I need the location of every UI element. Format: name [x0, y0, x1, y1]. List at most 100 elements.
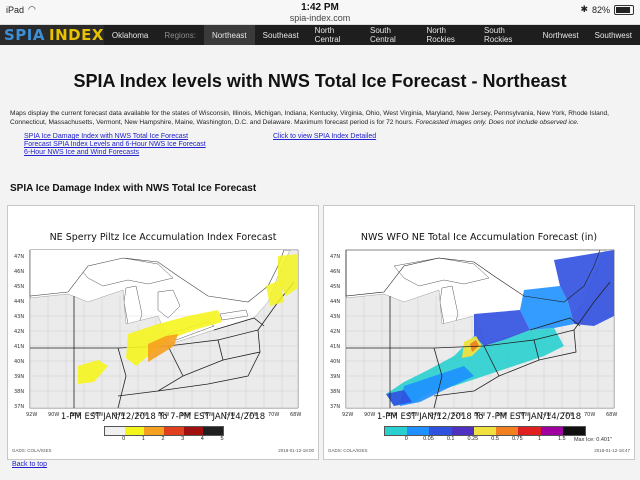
nav-item-southwest[interactable]: Southwest: [594, 30, 632, 40]
legend-label: 0.25: [467, 436, 479, 442]
latitude-label: 40N: [14, 359, 24, 365]
nav-item-northwest[interactable]: Northwest: [542, 30, 579, 40]
latitude-label: 43N: [14, 314, 24, 320]
ios-status-bar: iPad ◠ 1:42 PM spia-index.com ✱ 82%: [0, 0, 640, 25]
longitude-label: 92W: [342, 412, 353, 418]
legend-swatch: [562, 427, 585, 435]
latitude-label: 37N: [330, 404, 340, 410]
legend-swatch: [407, 427, 430, 435]
latitude-label: 40N: [330, 359, 340, 365]
status-left: iPad ◠: [6, 4, 36, 15]
legend-swatch: [540, 427, 563, 435]
longitude-label: 76W: [518, 412, 529, 418]
legend-swatch: [124, 427, 145, 435]
link-nws-ice-wind[interactable]: 6-Hour NWS Ice and Wind Forecasts: [24, 149, 140, 156]
longitude-label: 82W: [452, 412, 463, 418]
latitude-label: 45N: [330, 284, 340, 290]
battery-percent: 82%: [591, 4, 610, 15]
legend-swatch: [518, 427, 541, 435]
map-credit: GADS: COLA/IGES: [12, 448, 52, 453]
latitude-label: 44N: [14, 299, 24, 305]
link-spia-damage-index[interactable]: SPIA Ice Damage Index with NWS Total Ice…: [24, 133, 189, 140]
latitude-label: 41N: [14, 344, 24, 350]
wifi-icon: ◠: [28, 4, 36, 14]
longitude-label: 88W: [386, 412, 397, 418]
legend-label: 0: [404, 436, 408, 442]
longitude-label: 90W: [48, 412, 59, 418]
legend-swatch: [163, 427, 184, 435]
longitude-label: 80W: [474, 412, 485, 418]
nav-item-south-central[interactable]: South Central: [370, 26, 396, 44]
legend-label: 0.5: [491, 436, 499, 442]
intro-body: Maps display the current forecast data a…: [10, 110, 609, 126]
longitude-label: 68W: [290, 412, 301, 418]
bluetooth-icon: ✱: [580, 4, 588, 14]
legend-label: 0.75: [511, 436, 523, 442]
page-title: SPIA Index levels with NWS Total Ice For…: [73, 71, 567, 91]
latitude-label: 46N: [14, 269, 24, 275]
longitude-label: 70W: [584, 412, 595, 418]
legend-swatch: [473, 427, 497, 435]
link-forecast-spia-levels[interactable]: Forecast SPIA Index Levels and 6-Hour NW…: [24, 141, 206, 148]
nav-item-southeast[interactable]: Southeast: [262, 30, 299, 40]
legend-swatch: [385, 427, 408, 435]
nav-regions-label: Regions:: [164, 30, 196, 40]
nav-item-south-rockies[interactable]: South Rockies: [483, 26, 513, 44]
longitude-label: 88W: [70, 412, 81, 418]
longitude-label: 86W: [408, 412, 419, 418]
map-graphic: 47N 46N 45N 44N 43N 42N 41N 40N 39N 38N 37N 92W 90W…: [330, 249, 617, 418]
legend-label: 2: [161, 436, 165, 442]
nav-item-north-rockies[interactable]: North Rockies: [426, 26, 455, 44]
longitude-label: 76W: [202, 412, 213, 418]
legend-label: 0.05: [423, 436, 434, 442]
legend-label: 4: [200, 436, 204, 442]
map-timestamp: 2018-01-12-18:47: [594, 448, 630, 453]
nav-item-oklahoma[interactable]: Oklahoma: [111, 30, 149, 40]
latitude-label: 46N: [330, 269, 340, 275]
back-to-top-link[interactable]: Back to top: [12, 461, 48, 468]
longitude-label: 84W: [114, 412, 125, 418]
map-time-range: 1-PM EST JAN/12/2018 To 7-PM EST JAN/14/…: [376, 412, 582, 422]
logo-text-index: INDEX: [49, 26, 104, 44]
longitude-label: 82W: [136, 412, 147, 418]
nav-item-north-central[interactable]: North Central: [314, 26, 341, 44]
address-url[interactable]: spia-index.com: [289, 13, 351, 23]
longitude-label: 74W: [224, 412, 235, 418]
latitude-label: 44N: [330, 299, 340, 305]
legend-label: 1.5: [557, 436, 566, 442]
legend-label: 0.1: [446, 436, 455, 442]
site-logo[interactable]: SPIA INDEX: [0, 25, 104, 45]
site-nav: SPIA INDEX Oklahoma Regions: Northeast S…: [0, 25, 640, 45]
legend-swatch: [183, 427, 204, 435]
legend-label: 1: [141, 436, 145, 442]
nav-item-northeast[interactable]: Northeast: [203, 25, 255, 45]
longitude-label: 74W: [540, 412, 551, 418]
longitude-label: 92W: [26, 412, 37, 418]
nws-ice-accumulation-map[interactable]: NWS WFO NE Total Ice Accumulation Foreca…: [323, 205, 635, 460]
longitude-label: 72W: [246, 412, 257, 418]
map-credit: GADS: COLA/IGES: [328, 448, 368, 453]
legend-swatch: [144, 427, 164, 435]
legend-label: 5: [220, 436, 224, 442]
latitude-label: 42N: [14, 329, 24, 335]
intro-text: Maps display the current forecast data a…: [10, 109, 630, 127]
map-time-range: 1-PM EST JAN/12/2018 To 7-PM EST JAN/14/…: [60, 412, 266, 422]
link-spia-detailed[interactable]: Click to view SPIA Index Detailed: [273, 133, 377, 140]
device-label: iPad: [6, 4, 25, 15]
map-title: NE Sperry Piltz Ice Accumulation Index F…: [49, 232, 277, 243]
legend-swatch: [105, 427, 125, 435]
legend-swatch: [203, 427, 223, 435]
map-graphic: 47N 46N 45N 44N 43N 42N 41N 40N 39N 38N 37N 92W 90W…: [14, 249, 301, 418]
longitude-label: 90W: [364, 412, 375, 418]
page-content: SPIA Index levels with NWS Total Ice For…: [0, 45, 640, 480]
latitude-label: 41N: [330, 344, 340, 350]
legend-swatch: [451, 427, 474, 435]
longitude-label: 72W: [562, 412, 573, 418]
latitude-label: 38N: [330, 389, 340, 395]
latitude-label: 47N: [14, 254, 24, 260]
legend-swatch: [496, 427, 519, 435]
spia-index-map[interactable]: NE Sperry Piltz Ice Accumulation Index F…: [7, 205, 319, 460]
anchor-links: SPIA Ice Damage Index with NWS Total Ice…: [24, 133, 206, 157]
latitude-label: 38N: [14, 389, 24, 395]
latitude-label: 37N: [14, 404, 24, 410]
